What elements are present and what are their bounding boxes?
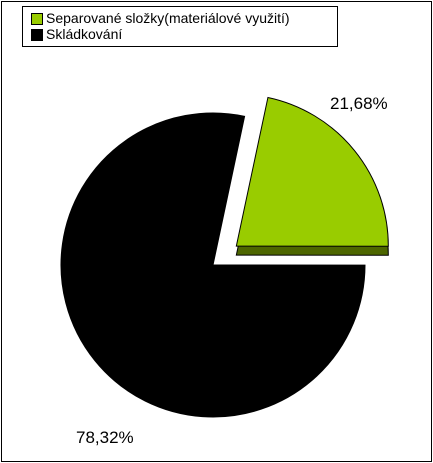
pie-slice xyxy=(235,96,389,247)
legend-label: Separované složky(materiálové využití) xyxy=(46,10,290,26)
legend-label: Skládkování xyxy=(46,26,123,42)
legend-item: Skládkování xyxy=(31,26,331,42)
pie-slice xyxy=(60,112,366,418)
value-label: 21,68% xyxy=(330,94,388,113)
legend-item: Separované složky(materiálové využití) xyxy=(31,10,331,26)
legend-swatch xyxy=(31,13,43,25)
legend-swatch xyxy=(31,29,43,41)
value-label: 78,32% xyxy=(76,428,134,447)
legend: Separované složky(materiálové využití) Sk… xyxy=(22,6,338,47)
